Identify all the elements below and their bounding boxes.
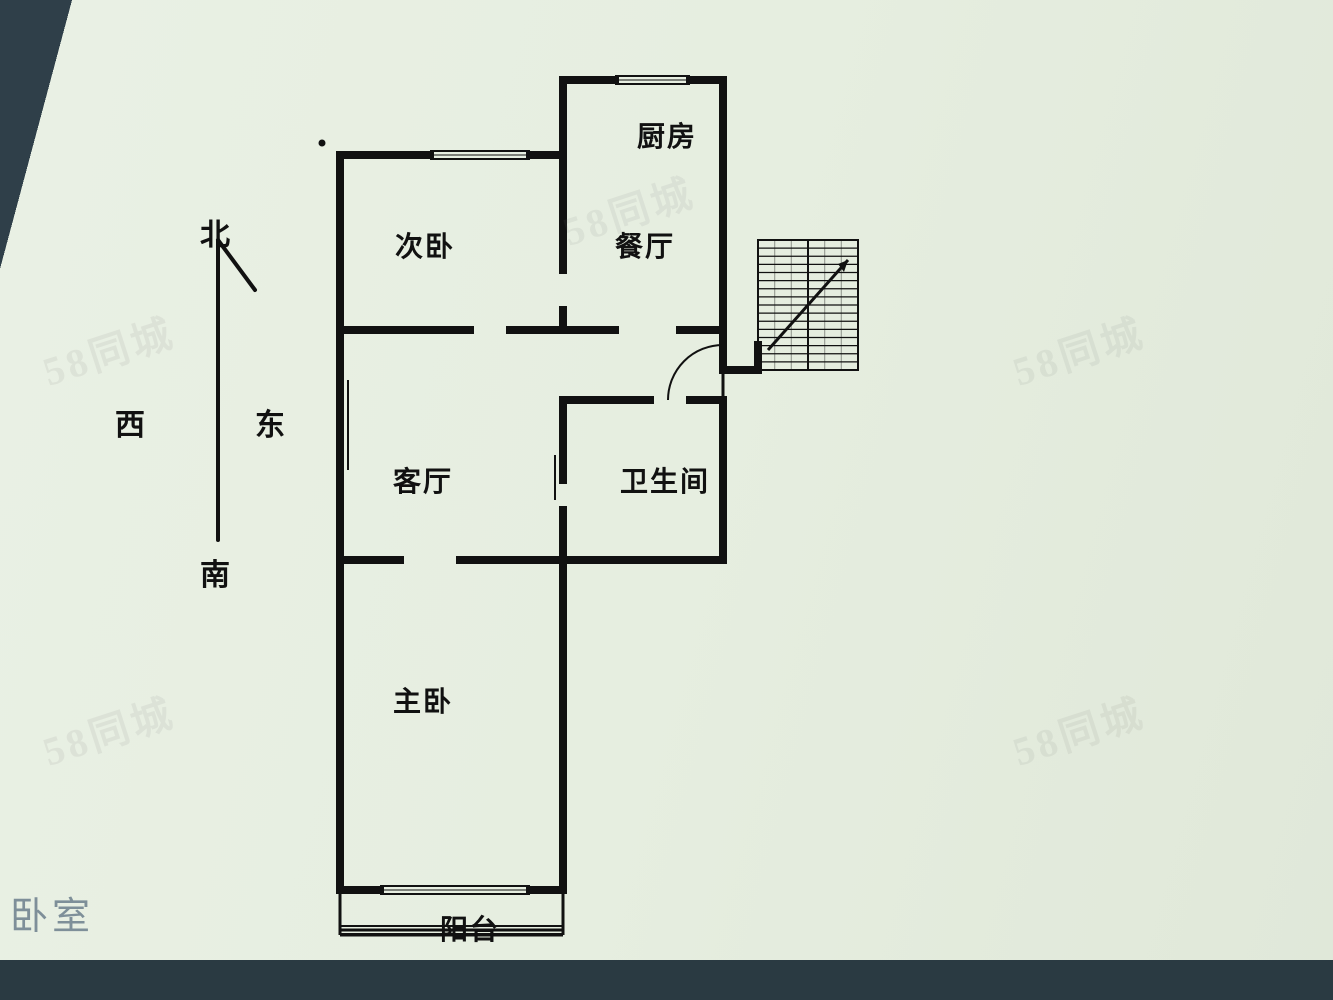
compass-west: 西 [115, 400, 145, 444]
label-second-bed: 次卧 [395, 225, 455, 265]
label-kitchen: 厨房 [637, 115, 697, 155]
photo-frame: 厨房 次卧 餐厅 客厅 卫生间 主卧 阳台 北 南 东 西 卧室 58同城58同… [0, 0, 1333, 1000]
cutoff-text: 卧室 [10, 885, 94, 940]
label-living: 客厅 [393, 460, 453, 500]
compass-south: 南 [200, 550, 230, 594]
label-master-bed: 主卧 [393, 680, 453, 720]
compass-north: 北 [200, 210, 230, 254]
floor-plan-sheet: 厨房 次卧 餐厅 客厅 卫生间 主卧 阳台 北 南 东 西 卧室 58同城58同… [0, 0, 1333, 1000]
label-dining: 餐厅 [615, 225, 675, 265]
compass-east: 东 [255, 400, 285, 444]
label-balcony: 阳台 [440, 908, 500, 948]
label-bathroom: 卫生间 [620, 460, 710, 500]
